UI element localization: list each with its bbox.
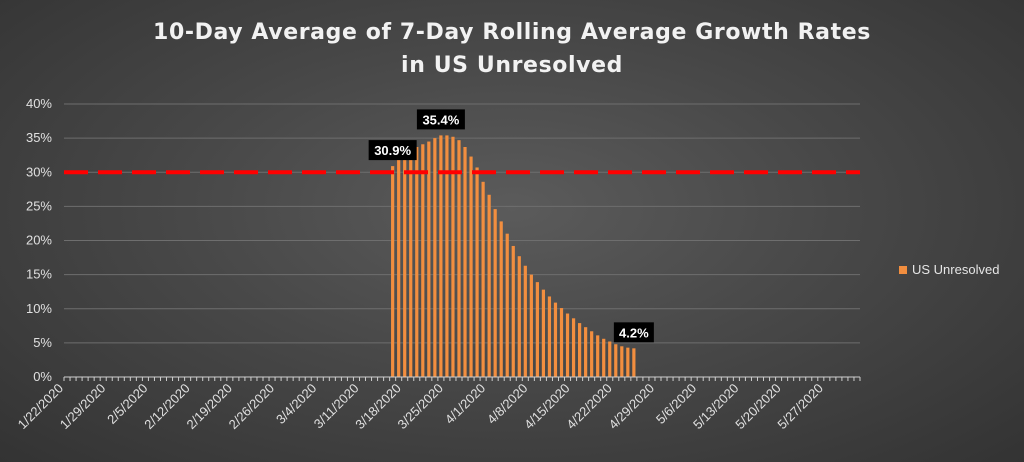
- bar: [397, 158, 401, 377]
- data-label: 35.4%: [416, 109, 465, 130]
- y-tick-label: 10%: [26, 301, 52, 316]
- bar: [529, 274, 533, 377]
- y-tick-label: 5%: [33, 335, 52, 350]
- bar: [433, 138, 437, 377]
- gridlines: [64, 103, 860, 344]
- legend-label: US Unresolved: [912, 262, 1000, 277]
- bar: [584, 327, 588, 377]
- data-labels: 30.9% 35.4% 4.2%: [368, 109, 654, 343]
- bar: [451, 136, 455, 377]
- bar: [499, 221, 503, 377]
- y-tick-label: 0%: [33, 369, 52, 384]
- data-label-text: 30.9%: [374, 143, 411, 158]
- x-tick-label: 1/29/2020: [57, 381, 109, 433]
- bar: [553, 302, 558, 377]
- data-label-box: [613, 322, 654, 343]
- bar: [620, 346, 624, 377]
- y-axis-tick-labels: 0% 5% 10% 15% 20% 25% 30% 35% 40%: [26, 96, 52, 384]
- x-tick-label: 5/27/2020: [774, 381, 826, 433]
- bar: [547, 296, 552, 377]
- bar: [511, 245, 515, 377]
- bar: [565, 313, 570, 377]
- x-tick-label: 2/26/2020: [226, 381, 278, 433]
- bar: [632, 348, 636, 377]
- bar: [523, 265, 527, 377]
- bar: [614, 344, 618, 377]
- bar: [559, 308, 564, 377]
- x-tick-label: 4/1/2020: [442, 381, 488, 427]
- x-tick-label: 4/29/2020: [606, 381, 658, 433]
- data-label-box: [368, 140, 417, 161]
- chart-title-line-1: 10-Day Average of 7-Day Rolling Average …: [153, 20, 871, 45]
- bar: [421, 144, 425, 377]
- bar: [535, 282, 539, 377]
- bar: [517, 256, 521, 377]
- data-label: 30.9%: [368, 140, 417, 161]
- bar: [590, 331, 594, 377]
- bar: [469, 156, 473, 377]
- bar: [571, 318, 576, 377]
- data-label-text: 35.4%: [422, 112, 459, 127]
- x-tick-label: 3/25/2020: [395, 381, 447, 433]
- bar: [481, 181, 485, 377]
- bar: [457, 140, 461, 377]
- bar: [475, 167, 479, 377]
- y-tick-label: 40%: [26, 96, 52, 111]
- legend-swatch: [899, 265, 907, 274]
- x-axis-tick-labels: 1/22/20201/29/20202/5/20202/12/20202/19/…: [15, 381, 826, 433]
- bar: [541, 289, 546, 377]
- bar: [487, 194, 491, 377]
- y-tick-label: 20%: [26, 233, 52, 248]
- bar: [626, 347, 630, 377]
- bar: [427, 141, 431, 377]
- data-label: 4.2%: [613, 322, 654, 343]
- bar: [391, 166, 395, 377]
- bar: [409, 149, 413, 377]
- data-label-box: [416, 109, 465, 130]
- bar: [463, 146, 467, 377]
- bar: [439, 135, 443, 377]
- y-tick-label: 30%: [26, 164, 52, 179]
- y-tick-label: 15%: [26, 267, 52, 282]
- bar: [505, 233, 509, 377]
- bar: [403, 153, 407, 377]
- legend: US Unresolved: [899, 262, 999, 277]
- chart-title-line-2: in US Unresolved: [401, 53, 623, 78]
- bar: [577, 323, 582, 377]
- x-axis: [63, 376, 861, 381]
- bar: [445, 135, 449, 377]
- data-label-text: 4.2%: [619, 325, 649, 340]
- bar: [602, 338, 606, 377]
- bar: [608, 341, 612, 377]
- bar: [596, 335, 600, 377]
- y-tick-label: 25%: [26, 198, 52, 213]
- bar: [415, 146, 419, 377]
- bar: [493, 209, 497, 377]
- y-tick-label: 35%: [26, 130, 52, 145]
- bars: [391, 135, 636, 377]
